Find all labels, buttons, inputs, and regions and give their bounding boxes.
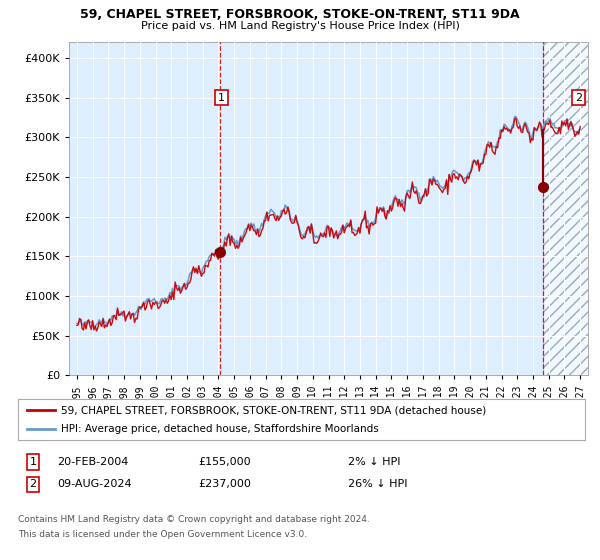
Text: 2: 2 — [29, 479, 37, 489]
Text: 09-AUG-2024: 09-AUG-2024 — [57, 479, 131, 489]
Text: 20-FEB-2004: 20-FEB-2004 — [57, 457, 128, 467]
Text: 59, CHAPEL STREET, FORSBROOK, STOKE-ON-TRENT, ST11 9DA (detached house): 59, CHAPEL STREET, FORSBROOK, STOKE-ON-T… — [61, 405, 486, 415]
Text: 26% ↓ HPI: 26% ↓ HPI — [348, 479, 407, 489]
Text: 59, CHAPEL STREET, FORSBROOK, STOKE-ON-TRENT, ST11 9DA: 59, CHAPEL STREET, FORSBROOK, STOKE-ON-T… — [80, 8, 520, 21]
Text: This data is licensed under the Open Government Licence v3.0.: This data is licensed under the Open Gov… — [18, 530, 307, 539]
Text: 2: 2 — [575, 92, 582, 102]
Text: HPI: Average price, detached house, Staffordshire Moorlands: HPI: Average price, detached house, Staf… — [61, 424, 378, 433]
Bar — [543, 42, 588, 375]
Text: £237,000: £237,000 — [198, 479, 251, 489]
Text: 1: 1 — [29, 457, 37, 467]
Text: £155,000: £155,000 — [198, 457, 251, 467]
Text: 2% ↓ HPI: 2% ↓ HPI — [348, 457, 401, 467]
Text: Contains HM Land Registry data © Crown copyright and database right 2024.: Contains HM Land Registry data © Crown c… — [18, 515, 370, 524]
Text: Price paid vs. HM Land Registry's House Price Index (HPI): Price paid vs. HM Land Registry's House … — [140, 21, 460, 31]
Text: 1: 1 — [218, 92, 225, 102]
Bar — [543, 42, 588, 375]
